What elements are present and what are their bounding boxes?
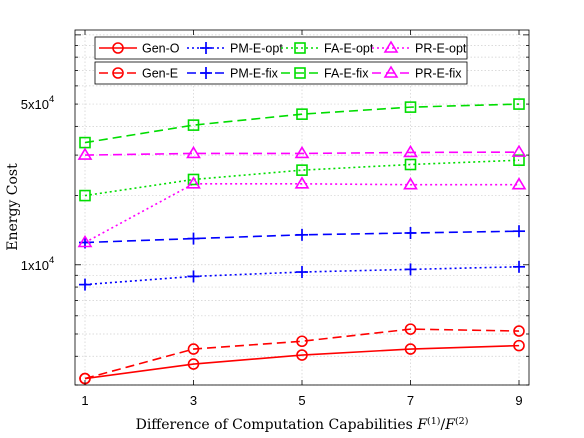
data-point-pm-e-fix <box>187 232 200 245</box>
data-point-pr-e-opt <box>294 176 310 189</box>
legend-label-gen-o: Gen-O <box>142 42 180 56</box>
y-tick-label: 1x10 <box>21 258 49 273</box>
data-point-pm-e-fix <box>513 225 525 238</box>
legend-label-pr-e-fix: PR-E-fix <box>415 67 462 81</box>
legend-marker-pr-e-fix <box>383 65 399 78</box>
data-point-gen-o <box>296 349 308 361</box>
data-point-pr-e-fix <box>403 144 418 158</box>
series-line-pr-e-opt <box>84 183 519 244</box>
plot-area <box>75 30 529 385</box>
data-point-gen-e <box>187 343 200 355</box>
data-point-pm-e-fix <box>404 226 417 239</box>
data-point-gen-e <box>513 325 525 337</box>
legend-label-gen-e: Gen-E <box>142 67 178 81</box>
data-point-pm-e-opt <box>296 266 308 279</box>
legend-label-fa-e-opt: FA-E-opt <box>324 42 374 56</box>
data-point-gen-o <box>404 343 417 355</box>
legend-marker-gen-o <box>112 42 124 54</box>
legend: Gen-O PM-E-opt FA-E-opt PR-E-opt Gen-E PM-E-f… <box>94 36 468 85</box>
legend-marker-pr-e-opt <box>383 40 399 53</box>
x-label-math: (1) <box>427 416 440 427</box>
data-point-pm-e-opt <box>79 278 91 291</box>
data-point-pr-e-fix <box>511 144 527 157</box>
data-point-gen-o <box>187 358 200 370</box>
series-line-pr-e-fix <box>84 151 520 156</box>
legend-marker-pm-e-fix <box>200 67 212 79</box>
x-tick-label: 1 <box>81 393 88 408</box>
data-point-pr-e-opt <box>403 177 418 190</box>
data-point-pr-e-fix <box>186 145 201 159</box>
x-label-math: F <box>444 417 456 433</box>
legend-marker-pm-e-opt <box>200 42 212 54</box>
data-point-fa-e-opt <box>513 154 525 167</box>
data-point-fa-e-fix <box>187 119 200 131</box>
x-label-math: (2) <box>455 416 468 427</box>
data-point-pm-e-fix <box>296 228 308 241</box>
x-label-math: F <box>416 417 428 433</box>
series-line-gen-o <box>84 344 520 380</box>
series-lines <box>84 103 520 380</box>
legend-label-pm-e-opt: PM-E-opt <box>230 42 283 56</box>
legend-marker-gen-e <box>112 67 124 79</box>
data-point-pr-e-opt <box>77 234 93 248</box>
legend-label-fa-e-fix: FA-E-fix <box>324 67 369 81</box>
legend-label-pr-e-opt: PR-E-opt <box>415 42 467 56</box>
y-tick-exponent: 4 <box>49 94 54 105</box>
data-point-fa-e-fix <box>296 108 308 120</box>
series-line-fa-e-fix <box>84 103 520 144</box>
y-axis-label: Energy Cost <box>5 163 21 251</box>
y-tick-label: 5x10 <box>21 97 49 112</box>
legend-marker-fa-e-fix <box>294 67 306 79</box>
data-point-gen-o <box>513 339 525 352</box>
x-label-math: / <box>441 417 446 433</box>
data-point-pm-e-opt <box>513 260 525 273</box>
x-tick-label: 9 <box>515 393 522 408</box>
series-markers <box>77 98 527 385</box>
data-point-fa-e-fix <box>404 101 417 113</box>
x-axis-label: Difference of Computation Capabilities F… <box>136 416 469 434</box>
legend-label-pm-e-fix: PM-E-fix <box>230 67 279 81</box>
data-point-pr-e-fix <box>77 147 93 160</box>
legend-marker-fa-e-opt <box>294 42 306 54</box>
data-point-fa-e-opt <box>404 158 417 171</box>
data-point-pr-e-opt <box>511 177 527 190</box>
data-point-gen-e <box>296 335 308 348</box>
x-label-text: Difference of Computation Capabilities <box>136 417 418 433</box>
data-point-fa-e-opt <box>79 189 91 202</box>
data-point-pr-e-opt <box>186 176 201 189</box>
data-point-gen-e <box>404 323 417 335</box>
data-point-fa-e-fix <box>513 98 525 110</box>
x-tick-label: 7 <box>407 393 414 408</box>
data-point-fa-e-opt <box>187 173 200 186</box>
x-tick-label: 3 <box>190 393 197 408</box>
data-point-pm-e-opt <box>187 270 200 283</box>
x-tick-label: 5 <box>298 393 305 408</box>
y-tick-exponent: 4 <box>49 255 54 266</box>
data-point-pm-e-opt <box>404 263 417 276</box>
series-line-gen-e <box>84 328 520 380</box>
data-point-pr-e-fix <box>294 145 310 159</box>
data-point-fa-e-opt <box>296 164 308 176</box>
